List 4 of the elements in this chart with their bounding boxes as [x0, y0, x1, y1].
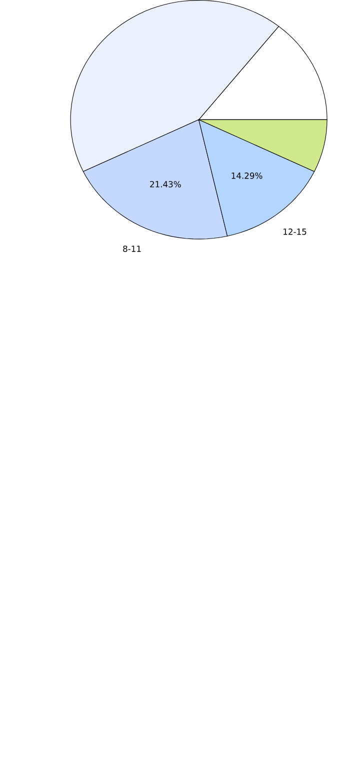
data-label: 14.29%	[232, 172, 262, 179]
slice-label: 12-15	[283, 228, 306, 235]
data-label: 21.43%	[150, 181, 181, 188]
slice-label: 8-11	[123, 246, 141, 252]
